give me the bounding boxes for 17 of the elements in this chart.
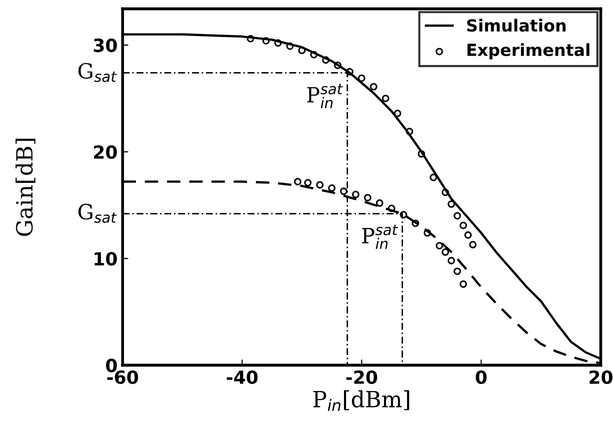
x-tick-label: -20 [346, 370, 378, 384]
text: G$_{sat}$ [78, 62, 117, 82]
legend-label: Experimental [468, 43, 590, 60]
text: G$_{sat}$ [78, 204, 117, 223]
x-tick-label: -60 [107, 370, 138, 384]
x-tick-label: -40 [226, 370, 258, 384]
legend-label: Simulation [467, 18, 566, 32]
x-axis-title: P$_{in}$[dBm] [313, 390, 410, 411]
annotation: P$^{sat}$$_{in}$ [307, 84, 343, 108]
y-axis-title: Gain[dB] [16, 138, 36, 236]
y-tick-label: 20 [94, 145, 117, 159]
x-tick-label: 20 [590, 370, 612, 384]
y-tick-label: 0 [106, 358, 117, 372]
x-tick-label: 0 [476, 370, 487, 384]
y-tick-label: 30 [94, 38, 117, 52]
y-tick-label: 10 [94, 252, 117, 266]
annotation: P$^{sat}$$_{in}$ [362, 224, 398, 249]
